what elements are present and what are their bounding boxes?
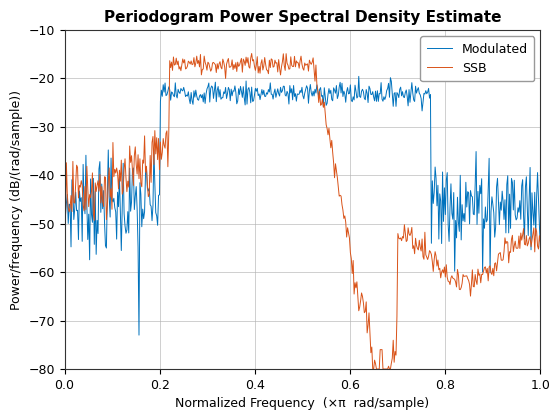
Line: Modulated: Modulated: [64, 76, 540, 335]
SSB: [129, 169, 136, 174]
SSB: [488, 270, 494, 275]
SSB: [272, 58, 278, 63]
SSB: [370, 367, 376, 372]
SSB: [61, 209, 68, 214]
X-axis label: Normalized Frequency  (×π  rad/sample): Normalized Frequency (×π rad/sample): [175, 397, 430, 410]
SSB: [537, 239, 544, 244]
Modulated: [272, 87, 278, 92]
Modulated: [129, 167, 136, 172]
Modulated: [356, 74, 362, 79]
SSB: [71, 200, 77, 205]
Y-axis label: Power/frequency (dB/(rad/sample)): Power/frequency (dB/(rad/sample)): [10, 89, 23, 310]
SSB: [220, 57, 226, 62]
Legend: Modulated, SSB: Modulated, SSB: [421, 36, 534, 81]
Modulated: [452, 218, 459, 223]
Modulated: [71, 217, 77, 222]
Title: Periodogram Power Spectral Density Estimate: Periodogram Power Spectral Density Estim…: [104, 10, 501, 25]
Line: SSB: SSB: [64, 53, 540, 369]
Modulated: [488, 209, 494, 214]
SSB: [248, 51, 255, 56]
SSB: [452, 280, 459, 285]
Modulated: [136, 333, 142, 338]
Modulated: [61, 161, 68, 166]
Modulated: [221, 89, 227, 94]
Modulated: [537, 245, 544, 250]
